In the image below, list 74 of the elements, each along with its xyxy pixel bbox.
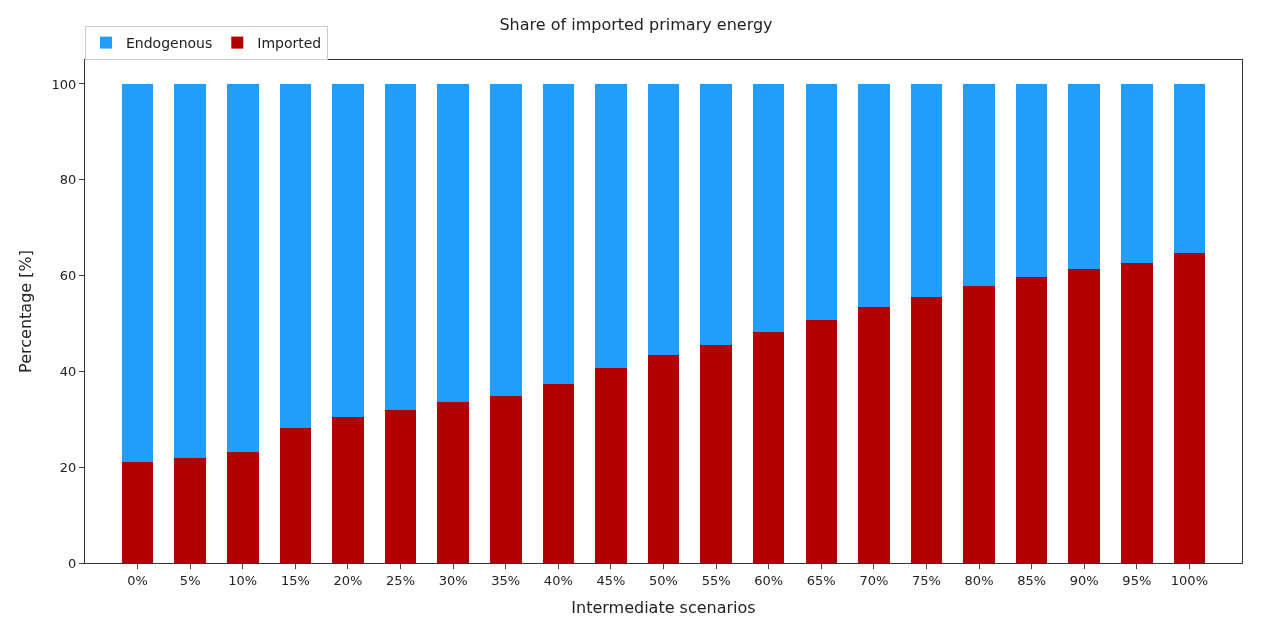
y-axis-title: Percentage [%] (16, 250, 36, 373)
x-tick-label: 0% (127, 572, 148, 588)
bar (1068, 268, 1100, 563)
x-tick-label: 80% (964, 572, 994, 588)
x-tick-label: 85% (1017, 572, 1047, 588)
x-tick-label: 70% (859, 572, 889, 588)
x-tick-label: 10% (228, 572, 258, 588)
bar (1068, 83, 1100, 269)
x-tick-label: 40% (543, 572, 573, 588)
bar (752, 332, 785, 563)
bar (595, 367, 627, 563)
bar (384, 83, 417, 411)
x-tick-label: 25% (386, 572, 415, 588)
bar (227, 452, 259, 563)
y-tick-label: 40 (59, 363, 77, 379)
bar (647, 355, 680, 563)
bar (279, 83, 312, 429)
bar (963, 286, 995, 563)
x-tick-label: 15% (280, 572, 310, 588)
bar (121, 83, 154, 462)
bar (437, 83, 469, 402)
bar (700, 344, 732, 563)
x-tick-label: 90% (1069, 572, 1099, 588)
x-tick-label: 50% (649, 572, 678, 588)
bar (1173, 83, 1206, 254)
bar (910, 296, 943, 563)
y-tick-label: 60 (59, 268, 77, 284)
x-tick-label: 20% (333, 572, 363, 588)
bar (858, 307, 890, 563)
bar (647, 83, 680, 356)
legend-label: Imported (257, 35, 322, 52)
bar (121, 461, 154, 563)
bar (700, 83, 732, 345)
bar (437, 401, 469, 563)
bar (489, 83, 522, 396)
x-axis-title: Intermediate scenarios (571, 598, 756, 618)
bar (332, 83, 364, 417)
x-tick-label: 30% (438, 572, 468, 588)
bar (489, 395, 522, 563)
bar (332, 416, 364, 563)
x-tick-label: 55% (701, 572, 731, 588)
y-tick-label: 20 (59, 459, 77, 475)
bar (858, 83, 890, 308)
chart-title: Share of imported primary energy (499, 14, 773, 34)
bar (752, 83, 785, 333)
bar (1121, 83, 1153, 263)
y-tick-label: 0 (68, 555, 77, 571)
legend-label: Endogenous (126, 35, 213, 52)
bar (1173, 253, 1206, 563)
bar (595, 83, 627, 368)
x-tick-label: 100% (1170, 572, 1208, 588)
x-tick-label: 35% (491, 572, 521, 588)
bar (805, 319, 838, 563)
bar (174, 83, 206, 459)
bar (279, 428, 312, 563)
bar (542, 384, 575, 563)
bar (805, 83, 838, 320)
bar (1015, 83, 1048, 278)
x-tick-label: 45% (596, 572, 626, 588)
bar (384, 410, 417, 563)
bar (963, 83, 995, 287)
bar (227, 83, 259, 453)
bar (910, 83, 943, 297)
x-tick-label: 5% (179, 572, 201, 588)
y-tick-label: 100 (51, 76, 77, 92)
bar (1015, 277, 1048, 563)
bar (174, 458, 206, 563)
x-tick-label: 60% (754, 572, 784, 588)
x-tick-label: 95% (1122, 572, 1152, 588)
bar (1121, 262, 1153, 563)
x-tick-label: 65% (806, 572, 836, 588)
bar (542, 83, 575, 385)
y-tick-label: 80 (59, 172, 77, 188)
x-tick-label: 75% (912, 572, 941, 588)
